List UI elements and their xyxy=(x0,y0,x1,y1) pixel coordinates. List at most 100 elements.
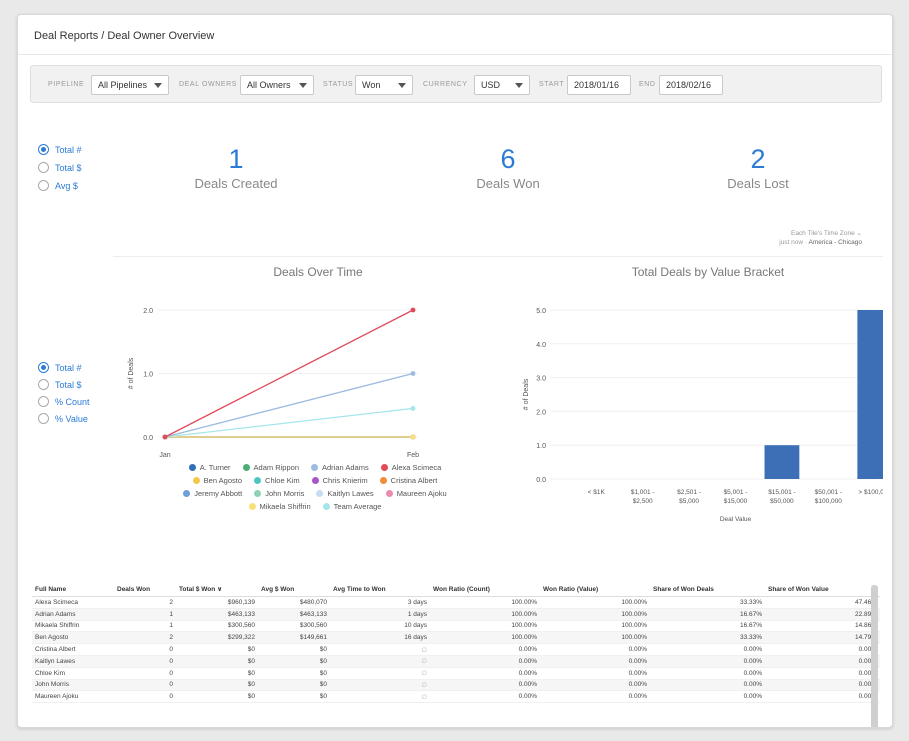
legend-item[interactable]: Alexa Scimeca xyxy=(380,463,441,472)
table-cell: 16.67% xyxy=(650,608,765,621)
kpi-option-label: Avg $ xyxy=(55,180,78,191)
table-header-cell[interactable]: Share of Won Deals xyxy=(650,582,765,597)
owners-select[interactable]: All Owners xyxy=(240,75,314,95)
legend-swatch xyxy=(242,464,250,471)
chart-option-total-count[interactable]: Total # xyxy=(38,362,82,373)
table-header-cell[interactable]: Avg Time to Won xyxy=(330,582,430,597)
breadcrumb-bar: Deal Reports / Deal Owner Overview xyxy=(18,15,892,55)
legend-item[interactable]: Adam Rippon xyxy=(242,463,299,472)
table-row[interactable]: Adrian Adams 1 $463,133 $463,133 1 days 100.0… xyxy=(32,608,880,621)
legend-swatch xyxy=(385,490,393,497)
x-tick-label: $15,000 xyxy=(724,498,748,505)
legend-item[interactable]: John Morris xyxy=(254,489,304,498)
table-cell: 14.86% xyxy=(765,620,880,633)
legend-item[interactable]: Adrian Adams xyxy=(311,463,369,472)
series-point xyxy=(410,371,416,376)
table-cell: 2 xyxy=(114,596,176,609)
table-header-cell[interactable]: Full Name xyxy=(32,582,114,597)
table-cell: $0 xyxy=(258,690,330,704)
legend-swatch xyxy=(254,477,262,484)
currency-select[interactable]: USD xyxy=(474,75,530,95)
table-cell: $0 xyxy=(176,679,258,692)
owners-label: DEAL OWNERS xyxy=(179,81,238,88)
y-tick-label: 2.0 xyxy=(143,308,153,315)
kpi-option-label: Total $ xyxy=(55,162,82,173)
table-cell: 100.00% xyxy=(540,608,650,621)
bar xyxy=(857,310,883,479)
table-cell: 16.67% xyxy=(650,620,765,633)
series-point xyxy=(410,307,416,313)
table-cell: 10 days xyxy=(330,620,430,633)
x-tick-label: $100,000 xyxy=(815,498,842,505)
table-cell: $0 xyxy=(258,655,330,668)
chart-option-total-value[interactable]: Total $ xyxy=(38,379,82,390)
legend-swatch xyxy=(248,503,256,510)
timezone-note[interactable]: Each Tile's Time Zone ⌄ just now · Ameri… xyxy=(779,230,862,246)
table-scrollbar[interactable] xyxy=(871,585,878,727)
legend-item[interactable]: Kaitlyn Lawes xyxy=(316,489,374,498)
table-row[interactable]: John Morris 0 $0 $0 ∅ 0.00% 0.00% 0.00% 0.00% xyxy=(32,679,880,692)
chevron-down-icon xyxy=(299,83,307,88)
pipeline-select[interactable]: All Pipelines xyxy=(91,75,169,95)
table-cell: 100.00% xyxy=(540,596,650,609)
table-row[interactable]: Kaitlyn Lawes 0 $0 $0 ∅ 0.00% 0.00% 0.00% 0.00% xyxy=(32,655,880,668)
table-cell: ∅ xyxy=(330,667,430,680)
table-cell: 33.33% xyxy=(650,596,765,609)
legend-swatch xyxy=(311,464,318,471)
legend-item[interactable]: Jeremy Abbott xyxy=(183,489,242,498)
kpi-value: 2 xyxy=(750,144,766,174)
legend-row: Ben Agosto Chloe Kim Chris Knierim Cristina… xyxy=(130,476,500,485)
table-row[interactable]: Alexa Scimeca 2 $960,139 $480,070 3 days 100.… xyxy=(32,596,880,609)
table-cell: 0 xyxy=(114,679,176,692)
kpi-label: Deals Won xyxy=(476,176,540,191)
chart-option-pct-value[interactable]: % Value xyxy=(38,413,88,424)
table-cell: Adrian Adams xyxy=(32,608,114,621)
status-select[interactable]: Won xyxy=(355,75,413,95)
kpi-option-avg-value[interactable]: Avg $ xyxy=(38,180,78,191)
table-cell: $0 xyxy=(258,667,330,680)
start-label: START xyxy=(539,81,565,88)
table-header-cell[interactable]: Avg $ Won xyxy=(258,582,330,597)
table-cell: 1 xyxy=(114,620,176,633)
legend-item[interactable]: Cristina Albert xyxy=(379,476,437,485)
table-cell: 100.00% xyxy=(430,620,540,633)
kpi-deals-created: 1 Deals Created xyxy=(136,144,336,191)
table-header-cell[interactable]: Won Ratio (Value) xyxy=(540,582,650,597)
table-row[interactable]: Mikaela Shiffrin 1 $300,560 $300,560 10 days… xyxy=(32,620,880,633)
series-line xyxy=(164,407,414,438)
table-cell: 22.89% xyxy=(765,608,880,621)
legend-item[interactable]: Team Average xyxy=(322,502,382,511)
legend-item[interactable]: A. Turner xyxy=(188,463,231,472)
legend-item[interactable]: Chloe Kim xyxy=(254,476,300,485)
legend-item[interactable]: Maureen Ajoku xyxy=(385,489,447,498)
table-header-cell[interactable]: Won Ratio (Count) xyxy=(430,582,540,597)
legend-label: Team Average xyxy=(333,502,382,511)
table-header-cell[interactable]: Deals Won xyxy=(114,582,176,597)
table-header-cell[interactable]: Total $ Won ∨ xyxy=(176,582,258,597)
start-date-input[interactable]: 2018/01/16 xyxy=(567,75,631,95)
end-date-input[interactable]: 2018/02/16 xyxy=(659,75,723,95)
legend-item[interactable]: Ben Agosto xyxy=(192,476,242,485)
kpi-option-total-count[interactable]: Total # xyxy=(38,144,82,155)
x-tick-label: $50,001 - xyxy=(815,489,842,496)
x-tick-label: Jan xyxy=(159,452,170,459)
legend-item[interactable]: Chris Knierim xyxy=(311,476,368,485)
table-cell: 100.00% xyxy=(540,620,650,633)
x-axis-label: Deal Value xyxy=(720,516,752,523)
table-row[interactable]: Chloe Kim 0 $0 $0 ∅ 0.00% 0.00% 0.00% 0.00% xyxy=(32,667,880,680)
legend-label: Maureen Ajoku xyxy=(396,489,447,498)
y-tick-label: 1.0 xyxy=(536,443,546,450)
legend-item[interactable]: Mikaela Shiffrin xyxy=(248,502,311,511)
table-row[interactable]: Ben Agosto 2 $299,322 $149,661 16 days 100.00… xyxy=(32,631,880,645)
table-cell: $960,139 xyxy=(176,596,258,609)
kpi-option-total-value[interactable]: Total $ xyxy=(38,162,82,173)
chart-option-pct-count[interactable]: % Count xyxy=(38,396,90,407)
kpi-label: Deals Created xyxy=(194,176,278,191)
table-header-cell[interactable]: Share of Won Value xyxy=(765,582,880,597)
table-row[interactable]: Maureen Ajoku 0 $0 $0 ∅ 0.00% 0.00% 0.00% 0.00% xyxy=(32,690,880,704)
table-cell: $463,133 xyxy=(258,608,330,621)
table-row[interactable]: Cristina Albert 0 $0 $0 ∅ 0.00% 0.00% 0.00% 0.00… xyxy=(32,643,880,656)
table-cell: $300,560 xyxy=(176,620,258,633)
legend-swatch xyxy=(183,490,191,497)
series-line xyxy=(164,309,414,438)
